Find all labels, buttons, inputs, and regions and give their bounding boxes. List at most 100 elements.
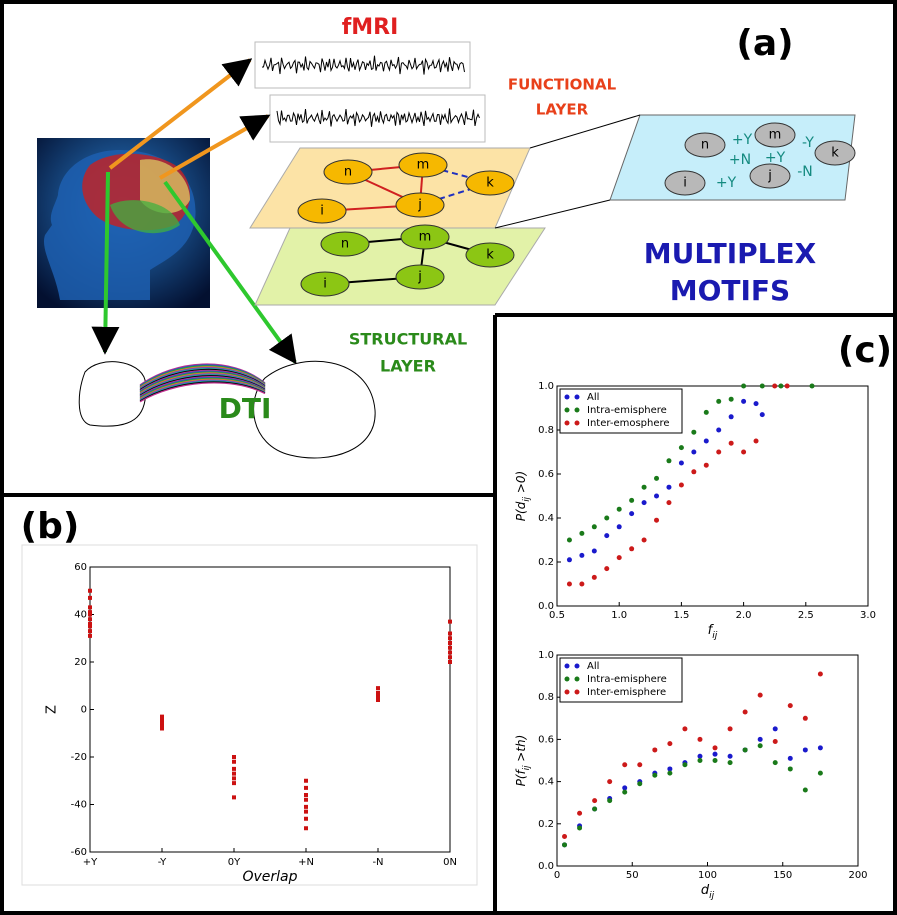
point <box>667 771 672 776</box>
axis-label-part: ij <box>712 631 718 641</box>
point <box>728 760 733 765</box>
node-label: n <box>344 165 352 180</box>
node-label: i <box>320 204 324 219</box>
legend-label: Intra-emisphere <box>587 405 667 416</box>
legend-label: All <box>587 661 599 672</box>
motif-sign: +Y <box>716 175 737 191</box>
axis-label-part: ij <box>709 891 715 901</box>
legend-marker <box>575 664 580 669</box>
axes-frame <box>90 567 450 852</box>
point <box>232 767 236 771</box>
point <box>304 817 308 821</box>
point <box>607 798 612 803</box>
x-tick-label: -Y <box>158 857 167 868</box>
y-tick-label: 0.4 <box>538 777 554 788</box>
point <box>304 805 308 809</box>
x-tick-label: 0 <box>554 870 560 881</box>
point <box>577 811 582 816</box>
node-label: k <box>486 248 494 263</box>
legend-marker <box>565 408 570 413</box>
point <box>88 634 92 638</box>
y-tick-label: 0.0 <box>538 861 554 872</box>
x-tick-label: 2.0 <box>736 610 752 621</box>
legend-label: Intra-emisphere <box>587 674 667 685</box>
point <box>160 727 164 731</box>
point <box>617 524 622 529</box>
point <box>729 414 734 419</box>
point <box>448 646 452 650</box>
y-tick-label: -20 <box>71 752 87 763</box>
point <box>448 620 452 624</box>
point <box>729 441 734 446</box>
legend-marker <box>565 677 570 682</box>
point <box>743 709 748 714</box>
point <box>810 384 815 389</box>
point <box>773 726 778 731</box>
x-tick-label: 1.0 <box>611 610 627 621</box>
point <box>729 397 734 402</box>
point <box>592 549 597 554</box>
point <box>622 762 627 767</box>
legend-marker <box>575 408 580 413</box>
legend-marker <box>575 677 580 682</box>
point <box>760 412 765 417</box>
x-tick-label: 1.5 <box>673 610 689 621</box>
axis-label: Z <box>45 705 60 714</box>
point <box>803 747 808 752</box>
dti-label: DTI <box>219 392 272 425</box>
point <box>232 781 236 785</box>
plot: 0.00.20.40.60.81.0050100150200AllIntra-e… <box>538 650 867 881</box>
point <box>232 760 236 764</box>
point <box>697 737 702 742</box>
point <box>697 758 702 763</box>
point <box>772 384 777 389</box>
point <box>592 524 597 529</box>
point <box>785 384 790 389</box>
axis-label: fij <box>708 623 718 641</box>
legend-marker <box>575 421 580 426</box>
point <box>679 461 684 466</box>
motif-sign: +Y <box>765 150 786 166</box>
point <box>679 483 684 488</box>
brain-outline <box>254 361 376 458</box>
point <box>652 747 657 752</box>
point <box>803 788 808 793</box>
point <box>617 507 622 512</box>
node-label: i <box>683 176 687 191</box>
point <box>713 758 718 763</box>
point <box>232 795 236 799</box>
point <box>728 726 733 731</box>
point <box>637 781 642 786</box>
point <box>629 511 634 516</box>
point <box>604 533 609 538</box>
y-tick-label: 40 <box>74 610 87 621</box>
point <box>579 582 584 587</box>
point <box>567 538 572 543</box>
point <box>758 743 763 748</box>
point <box>778 384 783 389</box>
node-label: i <box>323 277 327 292</box>
legend-marker <box>575 395 580 400</box>
point <box>304 786 308 790</box>
point <box>567 582 572 587</box>
x-tick-label: 2.5 <box>798 610 814 621</box>
point <box>448 651 452 655</box>
y-tick-label: 0.8 <box>538 692 554 703</box>
point <box>577 826 582 831</box>
point <box>232 776 236 780</box>
point <box>232 772 236 776</box>
point <box>758 737 763 742</box>
y-tick-label: -40 <box>71 800 87 811</box>
point <box>642 538 647 543</box>
point <box>448 660 452 664</box>
point <box>88 589 92 593</box>
point <box>754 401 759 406</box>
point <box>592 575 597 580</box>
point <box>713 752 718 757</box>
point <box>654 518 659 523</box>
point <box>304 798 308 802</box>
point <box>448 655 452 659</box>
x-tick-label: 0Y <box>228 857 241 868</box>
point <box>788 756 793 761</box>
y-tick-label: 1.0 <box>538 381 554 392</box>
